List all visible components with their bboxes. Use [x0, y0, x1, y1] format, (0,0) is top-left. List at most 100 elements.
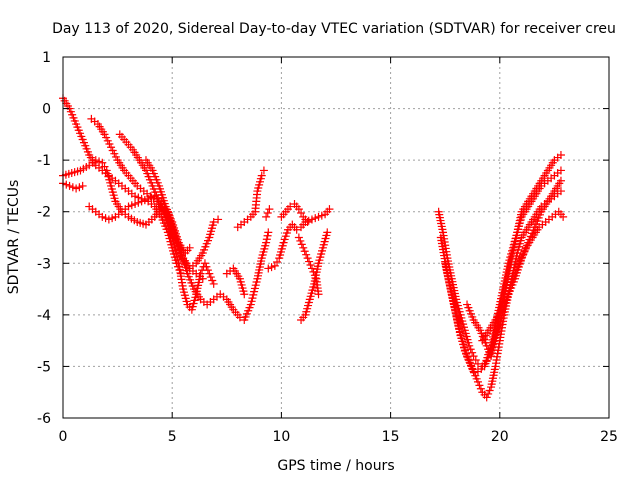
data-point	[62, 180, 71, 189]
y-tick-label: -3	[37, 256, 51, 272]
data-point	[484, 345, 493, 354]
x-tick-label: 10	[272, 429, 290, 445]
data-point	[323, 228, 332, 237]
data-point	[196, 269, 205, 278]
data-point	[303, 218, 312, 227]
data-point	[314, 212, 323, 221]
series-arc8	[222, 264, 249, 299]
data-point	[304, 216, 313, 225]
data-point	[482, 393, 491, 402]
data-point	[306, 261, 315, 270]
x-tick-label: 15	[382, 429, 400, 445]
data-point	[556, 166, 565, 175]
data-point	[482, 341, 491, 350]
chart-title: Day 113 of 2020, Sidereal Day-to-day VTE…	[52, 21, 616, 37]
data-point	[124, 202, 133, 211]
data-point	[214, 215, 223, 224]
data-point	[264, 264, 273, 273]
data-point	[134, 198, 143, 207]
data-point	[257, 171, 266, 180]
data-point	[100, 162, 109, 171]
data-point	[294, 233, 303, 242]
data-point	[75, 183, 84, 192]
data-point	[475, 381, 484, 390]
y-tick-label: -1	[37, 153, 51, 169]
data-point	[127, 201, 136, 210]
data-point	[559, 212, 568, 221]
x-axis-label: GPS time / hours	[277, 458, 394, 474]
series-arc19	[478, 176, 565, 345]
data-point	[262, 212, 271, 221]
data-point	[205, 269, 214, 278]
data-points	[59, 94, 568, 402]
data-point	[297, 209, 306, 218]
data-point	[473, 377, 482, 386]
data-point	[484, 389, 493, 398]
x-tick-label: 0	[59, 429, 68, 445]
data-point	[267, 263, 276, 272]
data-point	[200, 259, 209, 268]
x-tick-label: 25	[600, 429, 618, 445]
data-point	[203, 266, 212, 275]
series-arc1	[59, 94, 185, 278]
x-tick-label: 5	[168, 429, 177, 445]
data-point	[240, 290, 249, 299]
data-point	[303, 254, 312, 263]
y-tick-label: -6	[37, 411, 51, 427]
data-point	[302, 250, 311, 259]
series-arc9	[233, 166, 268, 232]
data-point	[262, 238, 271, 247]
data-point	[307, 264, 316, 273]
data-point	[104, 215, 113, 224]
data-point	[317, 211, 326, 220]
data-point	[311, 214, 320, 223]
data-point	[108, 214, 117, 223]
data-point	[299, 243, 308, 252]
data-point	[206, 273, 215, 282]
data-point	[476, 384, 485, 393]
series-arc12	[277, 199, 312, 227]
data-point	[91, 156, 100, 165]
data-point	[98, 212, 107, 221]
data-point	[209, 218, 218, 227]
data-point	[185, 243, 194, 252]
data-point	[72, 184, 81, 193]
data-point	[263, 231, 272, 240]
data-point	[95, 157, 104, 166]
data-point	[314, 290, 323, 299]
data-point	[263, 209, 272, 218]
data-point	[131, 199, 140, 208]
data-point	[131, 192, 140, 201]
data-point	[78, 181, 87, 190]
data-point	[262, 235, 271, 244]
y-tick-label: 0	[42, 102, 51, 118]
series-arc10	[262, 205, 274, 221]
data-point	[264, 228, 273, 237]
data-point	[208, 276, 217, 285]
data-point	[292, 225, 301, 234]
data-point	[466, 345, 475, 354]
series-arc7	[141, 156, 194, 257]
data-point	[556, 150, 565, 159]
series-arc14	[294, 233, 323, 299]
series-arc18	[463, 207, 568, 361]
data-point	[325, 205, 334, 214]
data-point	[556, 176, 565, 185]
data-point	[310, 271, 319, 280]
y-tick-label: -4	[37, 308, 51, 324]
data-point	[296, 236, 305, 245]
data-point	[485, 386, 494, 395]
data-point	[259, 166, 268, 175]
series-arc17	[441, 187, 565, 402]
data-point	[465, 341, 474, 350]
data-point	[65, 181, 74, 190]
data-point	[209, 279, 218, 288]
data-point	[202, 262, 211, 271]
grid-layer	[63, 57, 609, 418]
x-tick-label: 20	[491, 429, 509, 445]
data-point	[273, 257, 282, 266]
data-point	[265, 205, 274, 214]
data-point	[300, 247, 309, 256]
